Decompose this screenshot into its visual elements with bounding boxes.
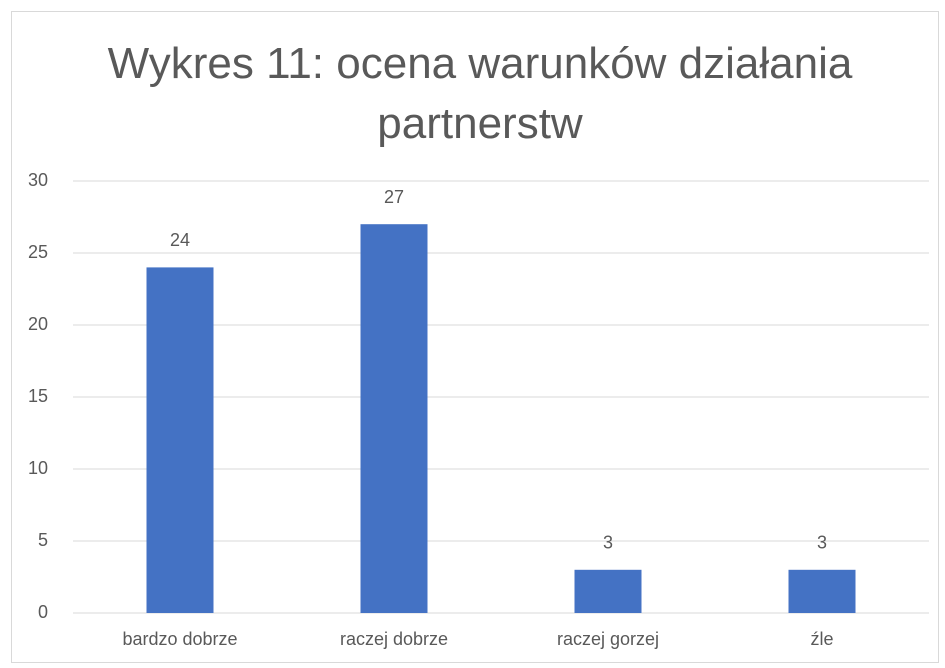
- bar: [146, 267, 214, 613]
- data-label: 3: [603, 533, 613, 553]
- data-label: 3: [817, 533, 827, 553]
- y-tick-label: 20: [28, 314, 48, 334]
- x-tick-label: raczej gorzej: [557, 629, 659, 649]
- x-tick-label: bardzo dobrze: [122, 629, 237, 649]
- y-tick-label: 5: [38, 530, 48, 550]
- x-tick-label: źle: [810, 629, 833, 649]
- x-tick-label: raczej dobrze: [340, 629, 448, 649]
- chart-title: Wykres 11: ocena warunków działania part…: [107, 39, 853, 148]
- y-tick-label: 25: [28, 242, 48, 262]
- y-tick-label: 30: [28, 170, 48, 190]
- bar: [574, 569, 642, 613]
- bar: [360, 224, 428, 613]
- y-tick-label: 15: [28, 386, 48, 406]
- y-tick-label: 10: [28, 458, 48, 478]
- data-label: 24: [170, 230, 190, 250]
- chart-frame: [11, 11, 939, 663]
- data-label: 27: [384, 187, 404, 207]
- y-tick-label: 0: [38, 602, 48, 622]
- bar: [788, 569, 856, 613]
